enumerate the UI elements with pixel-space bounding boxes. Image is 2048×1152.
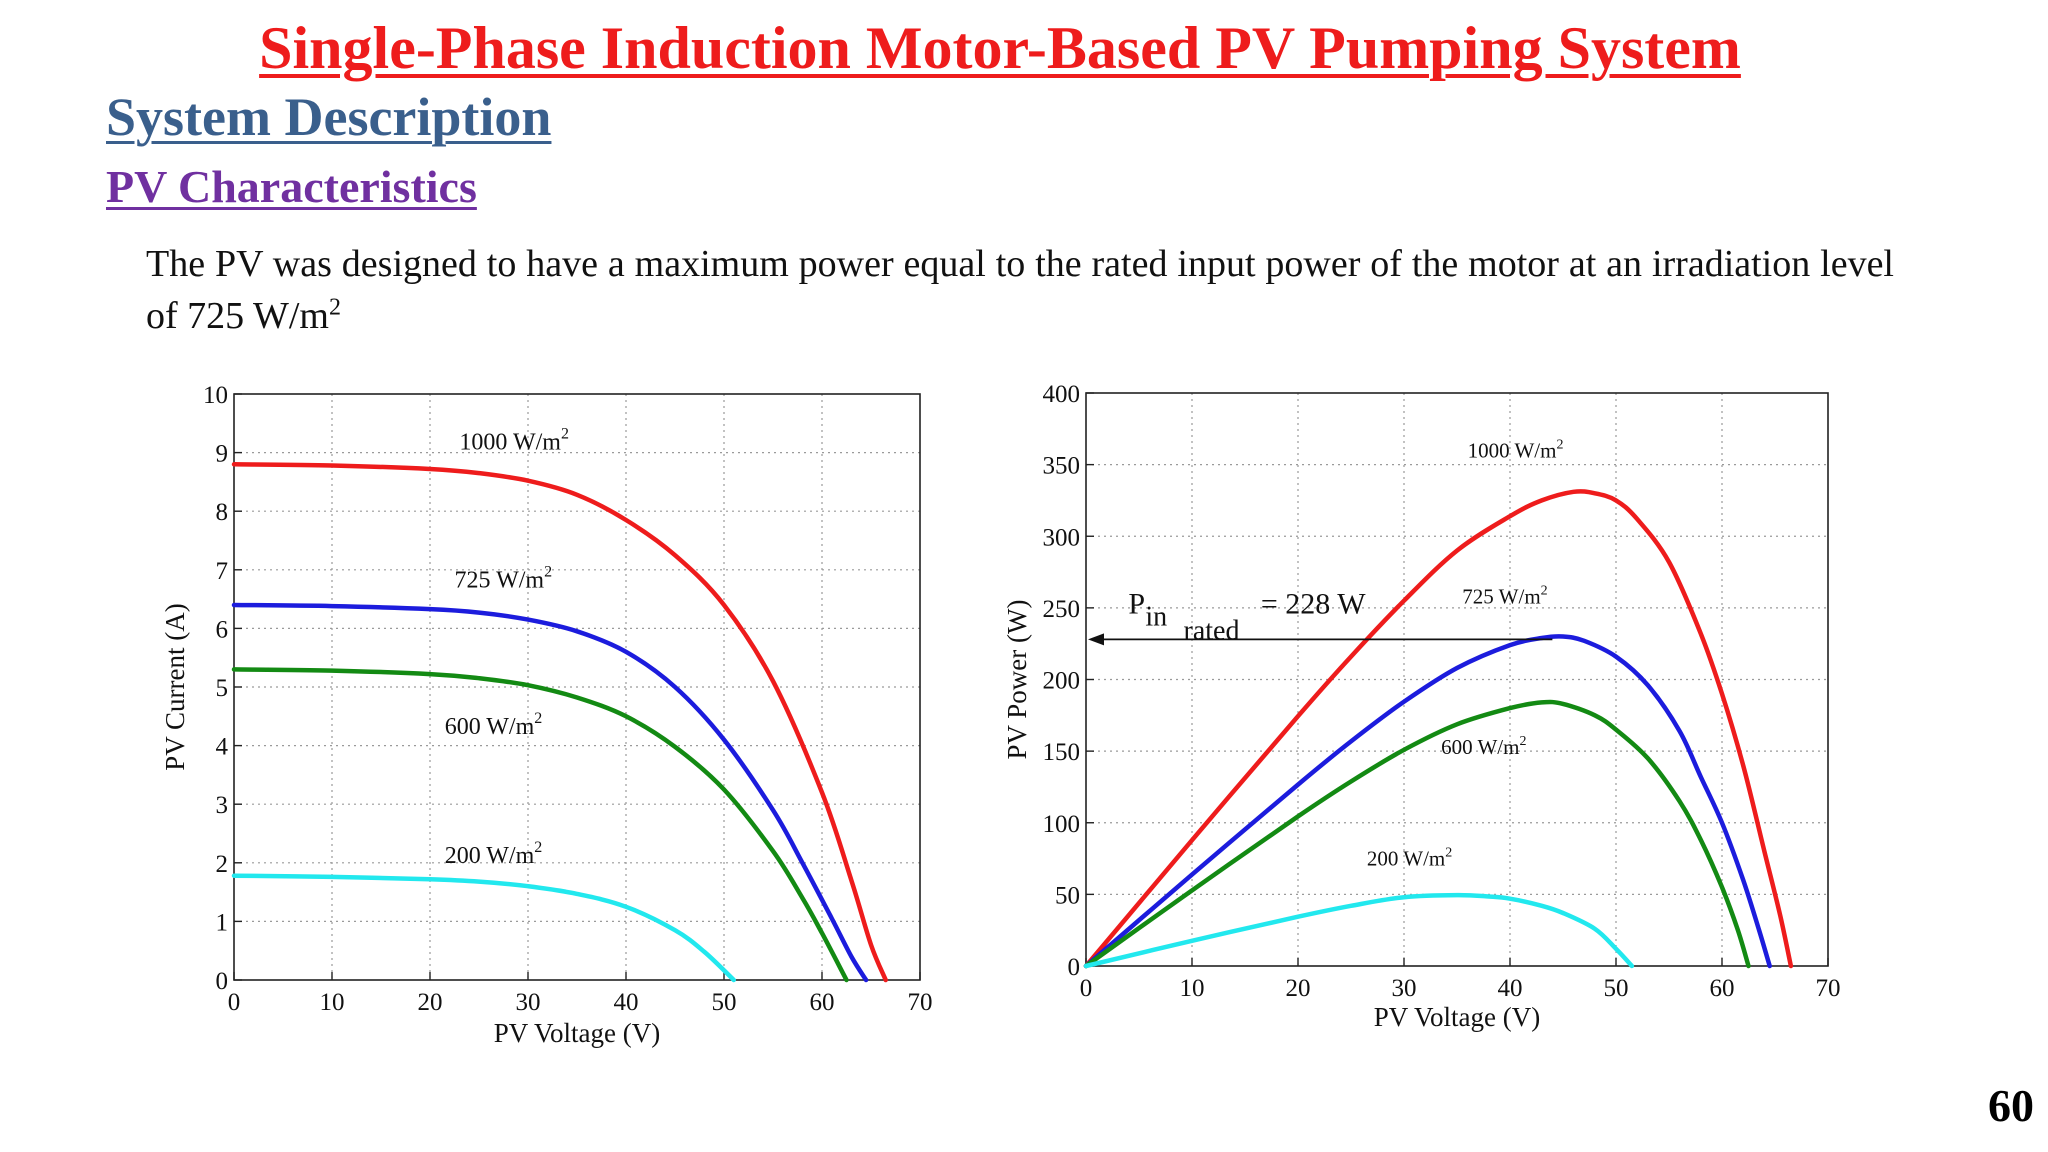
x-tick-label: 40 <box>614 989 639 1016</box>
y-tick-label: 150 <box>1043 739 1081 766</box>
curve-label-1: 725 W/m2 <box>455 563 553 593</box>
y-tick-label: 10 <box>203 382 228 409</box>
y-tick-label: 200 <box>1043 668 1081 695</box>
y-tick-label: 1 <box>216 909 229 936</box>
x-tick-label: 70 <box>1816 975 1841 1002</box>
y-tick-label: 2 <box>216 851 229 878</box>
y-tick-label: 9 <box>216 441 229 468</box>
page-number: 60 <box>1988 1080 2034 1131</box>
curve-label-2: 600 W/m2 <box>1441 734 1526 759</box>
y-axis-label: PV Power (W) <box>1002 600 1032 760</box>
y-tick-label: 100 <box>1043 811 1081 838</box>
subsection-heading: PV Characteristics <box>106 161 477 212</box>
x-tick-label: 40 <box>1498 975 1523 1002</box>
slide-title: Single-Phase Induction Motor-Based PV Pu… <box>259 15 1741 81</box>
rated-power-value: = 228 W <box>1261 588 1366 621</box>
x-tick-label: 30 <box>516 989 541 1016</box>
y-tick-label: 350 <box>1043 453 1081 480</box>
y-tick-label: 250 <box>1043 596 1081 623</box>
y-tick-label: 7 <box>216 558 229 585</box>
body-text-superscript: 2 <box>328 294 341 321</box>
series-line-3 <box>231 873 737 983</box>
y-tick-label: 300 <box>1043 524 1081 551</box>
curve-label-3: 200 W/m2 <box>1367 846 1452 871</box>
body-text: The PV was designed to have a maximum po… <box>146 238 1894 342</box>
y-tick-label: 50 <box>1055 882 1080 909</box>
y-tick-label: 4 <box>216 734 229 761</box>
y-tick-label: 0 <box>216 968 229 995</box>
rated-power-subscript-rated: rated <box>1184 616 1240 647</box>
x-tick-label: 70 <box>908 989 933 1016</box>
curve-label-2: 600 W/m2 <box>445 710 543 740</box>
series-line-2 <box>1083 699 1751 969</box>
curve-label-1: 725 W/m2 <box>1462 584 1547 609</box>
y-tick-label: 400 <box>1043 381 1081 408</box>
curve-label-3: 200 W/m2 <box>445 839 543 869</box>
y-tick-label: 8 <box>216 499 229 526</box>
x-tick-label: 60 <box>810 989 835 1016</box>
series-line-3 <box>1083 892 1635 969</box>
series-line-0 <box>1083 489 1794 969</box>
y-tick-label: 5 <box>216 675 229 702</box>
x-tick-label: 10 <box>320 989 345 1016</box>
x-tick-label: 50 <box>1604 975 1629 1002</box>
body-text-main: The PV was designed to have a maximum po… <box>146 243 1894 337</box>
x-tick-label: 20 <box>418 989 443 1016</box>
rated-power-subscript-in: in <box>1145 602 1167 633</box>
y-tick-label: 3 <box>216 792 229 819</box>
x-tick-label: 50 <box>712 989 737 1016</box>
x-tick-label: 60 <box>1710 975 1735 1002</box>
y-axis-label: PV Current (A) <box>160 603 190 770</box>
series-line-2 <box>231 667 849 983</box>
series-line-1 <box>1083 634 1772 969</box>
y-tick-label: 6 <box>216 616 229 643</box>
rated-power-symbol: P <box>1128 588 1145 621</box>
x-tick-label: 30 <box>1392 975 1417 1002</box>
rated-power-arrowhead <box>1088 633 1104 646</box>
x-tick-label: 10 <box>1180 975 1205 1002</box>
y-tick-label: 0 <box>1068 954 1081 981</box>
x-tick-label: 0 <box>1080 975 1093 1002</box>
section-heading: System Description <box>106 87 552 147</box>
x-tick-label: 20 <box>1286 975 1311 1002</box>
x-tick-label: 0 <box>228 989 241 1016</box>
series-line-1 <box>231 602 869 983</box>
x-axis-label: PV Voltage (V) <box>1374 1002 1541 1032</box>
x-axis-label: PV Voltage (V) <box>494 1018 661 1048</box>
curve-label-0: 1000 W/m2 <box>459 426 569 456</box>
series-line-0 <box>231 462 888 983</box>
curve-label-0: 1000 W/m2 <box>1468 437 1564 462</box>
